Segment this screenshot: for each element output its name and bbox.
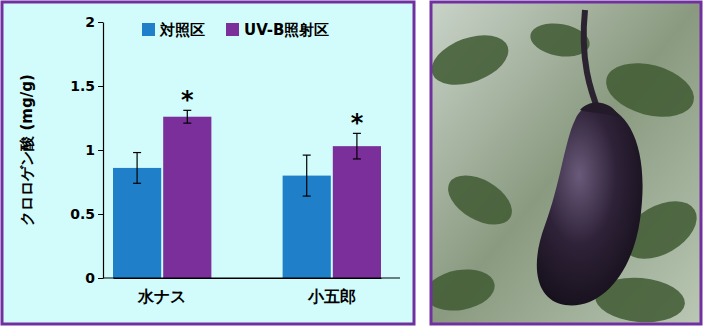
- x-tick: 小五郎: [307, 287, 356, 306]
- x-axis-line: [114, 278, 382, 279]
- significance-mark: *: [351, 109, 364, 137]
- y-tick-label: 0.5: [70, 206, 95, 222]
- legend-item: UV-B照射区: [226, 21, 329, 39]
- y-tick-mark: [98, 214, 103, 215]
- y-tick: 0: [85, 270, 103, 286]
- error-bar: [303, 155, 311, 196]
- stem: [584, 10, 600, 115]
- canvas: * * 0 0.5 1 1.5 2 水ナス 小五郎 クロロゲン酸 (mg/g) 対照区 UV-B照射区: [0, 0, 704, 327]
- plot-area: [113, 110, 381, 278]
- x-tick-label: 水ナス: [137, 287, 186, 306]
- eggplant: [537, 105, 643, 306]
- error-cap: [133, 183, 141, 184]
- error-stem: [136, 153, 137, 184]
- x-tick-label: 小五郎: [307, 287, 356, 306]
- error-cap: [353, 158, 361, 159]
- bar: [163, 117, 211, 278]
- legend-label: 対照区: [159, 21, 205, 39]
- calyx: [580, 102, 620, 118]
- y-axis-line: [103, 23, 104, 279]
- y-tick-mark: [98, 278, 103, 279]
- bar: [113, 168, 161, 278]
- error-stem: [306, 155, 307, 196]
- y-tick-label: 1.5: [70, 78, 95, 94]
- legend-label: UV-B照射区: [244, 21, 329, 39]
- y-tick-mark: [98, 22, 103, 23]
- y-tick-label: 0: [85, 270, 95, 286]
- y-tick-mark: [98, 86, 103, 87]
- x-tick: 水ナス: [137, 287, 186, 306]
- significance-mark: *: [181, 86, 194, 114]
- y-axis: 0 0.5 1 1.5 2: [70, 14, 103, 286]
- y-tick: 1.5: [70, 78, 103, 94]
- x-axis: 水ナス 小五郎: [114, 279, 382, 306]
- legend-item: 対照区: [142, 21, 205, 39]
- y-tick: 0.5: [70, 206, 103, 222]
- error-cap: [183, 123, 191, 124]
- legend: 対照区 UV-B照射区: [142, 21, 329, 39]
- photo-panel: [422, 2, 704, 326]
- y-tick-label: 1: [85, 142, 95, 158]
- legend-swatch: [226, 23, 239, 36]
- photo-frame: [431, 2, 701, 324]
- leaf: [432, 264, 498, 316]
- error-cap: [303, 155, 311, 156]
- error-cap: [303, 195, 311, 196]
- error-cap: [133, 152, 141, 153]
- bar: [333, 146, 381, 278]
- y-tick-mark: [98, 150, 103, 151]
- y-tick: 1: [85, 142, 103, 158]
- error-bar: [133, 153, 141, 184]
- leaf: [432, 26, 515, 95]
- chart-panel: [2, 2, 414, 324]
- y-tick: 2: [85, 14, 103, 30]
- y-tick-label: 2: [85, 14, 95, 30]
- leaf: [440, 165, 521, 235]
- baseline: [103, 277, 400, 278]
- y-axis-title: クロロゲン酸 (mg/g): [18, 74, 36, 226]
- legend-swatch: [142, 23, 155, 36]
